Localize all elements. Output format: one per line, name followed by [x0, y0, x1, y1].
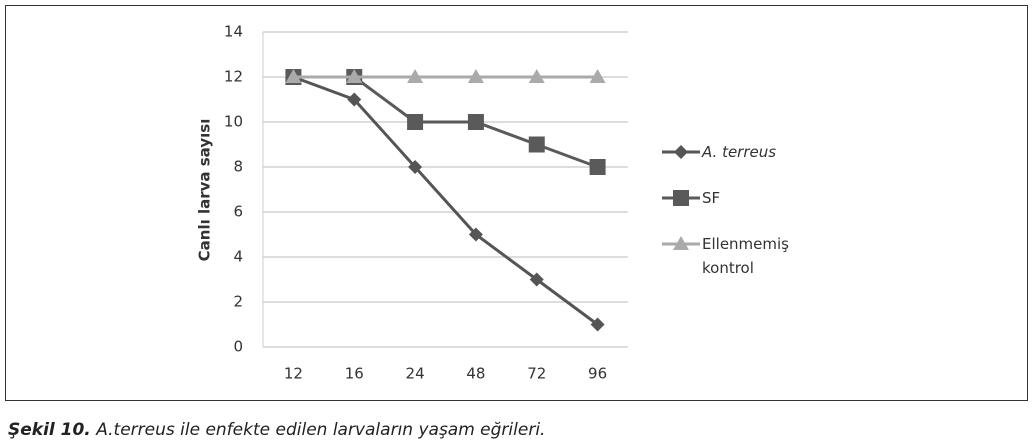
marker-triangle — [589, 69, 606, 83]
marker-square — [528, 136, 545, 153]
legend-item: Ellenmemiş kontrol — [660, 232, 812, 280]
y-tick-label: 4 — [233, 248, 243, 266]
marker-triangle — [407, 69, 424, 83]
x-tick-label: 72 — [527, 365, 546, 383]
series-line — [292, 75, 599, 326]
legend-item: SF — [660, 186, 812, 210]
y-tick-label: 12 — [224, 68, 243, 86]
marker-triangle — [673, 236, 689, 250]
marker-diamond — [408, 160, 423, 174]
y-tick-label: 14 — [224, 23, 243, 41]
y-tick-label: 6 — [233, 203, 243, 221]
caption: Şekil 10. A.terreus ile enfekte edilen l… — [8, 420, 545, 440]
x-tick-label: 12 — [284, 365, 303, 383]
marker-diamond — [590, 317, 605, 332]
y-tick-label: 10 — [224, 113, 243, 131]
legend-symbol — [662, 145, 700, 159]
legend-item: A. terreus — [660, 140, 812, 164]
caption-label: Şekil 10. — [8, 420, 91, 440]
marker-diamond — [529, 272, 544, 287]
legend-symbol — [662, 236, 700, 250]
marker-square — [673, 190, 689, 206]
marker-diamond — [468, 227, 483, 242]
y-tick-label: 8 — [233, 158, 243, 176]
y-axis-label: Canlı larva sayısı — [196, 119, 214, 262]
legend-label: A. terreus — [702, 143, 777, 161]
y-tick-label: 0 — [233, 338, 243, 356]
caption-text: A.terreus ile enfekte edilen larvaların … — [96, 420, 546, 440]
x-tick-label: 24 — [406, 365, 425, 383]
marker-triangle — [346, 69, 363, 83]
marker-triangle — [467, 69, 484, 83]
figure-frame — [5, 5, 1028, 401]
x-tick-label: 48 — [466, 365, 485, 383]
marker-square — [467, 114, 484, 130]
marker-triangle — [528, 69, 545, 83]
x-tick-label: 16 — [345, 365, 364, 383]
legend-label: Ellenmemiş kontrol — [702, 235, 789, 277]
y-tick-label: 2 — [233, 293, 243, 311]
marker-diamond — [347, 92, 362, 107]
marker-square — [407, 114, 424, 130]
x-tick-label: 96 — [588, 365, 607, 383]
marker-triangle — [285, 69, 302, 83]
legend-label: SF — [702, 189, 721, 207]
marker-square — [589, 159, 606, 175]
legend: A. terreus SF Ellenmemiş kontrol — [660, 140, 812, 302]
marker-diamond — [674, 145, 688, 159]
legend-symbol — [662, 190, 700, 206]
